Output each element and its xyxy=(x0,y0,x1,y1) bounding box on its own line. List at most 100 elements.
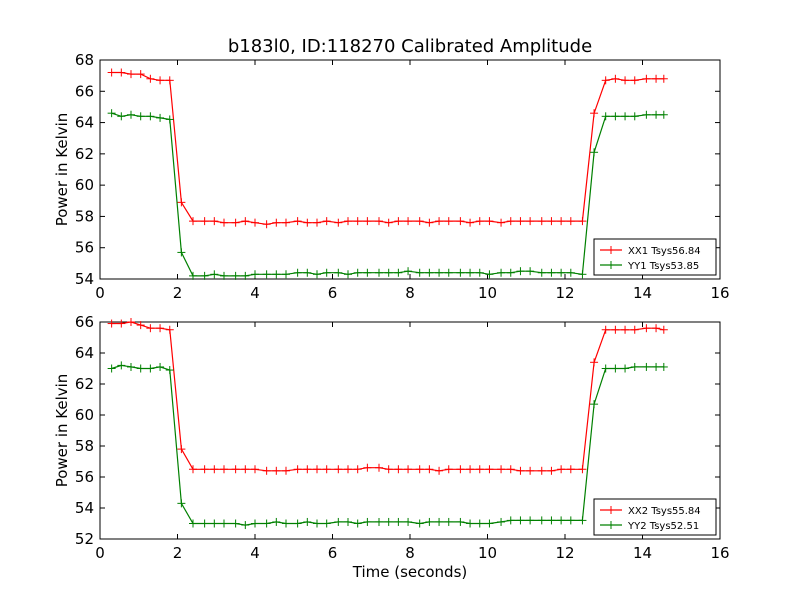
data-point xyxy=(404,267,413,276)
y-tick-label: 60 xyxy=(75,176,94,194)
data-point xyxy=(303,268,312,277)
data-point xyxy=(435,217,444,226)
data-point xyxy=(516,466,525,475)
data-point xyxy=(611,364,620,373)
data-point xyxy=(578,217,587,226)
x-tick-label: 14 xyxy=(633,544,652,562)
data-point xyxy=(231,519,240,528)
data-point xyxy=(251,519,259,528)
data-point xyxy=(231,271,240,280)
data-point xyxy=(547,516,556,525)
x-tick-label: 8 xyxy=(405,284,415,302)
data-point xyxy=(165,115,174,124)
data-point xyxy=(353,268,362,277)
data-point xyxy=(601,364,610,373)
y-tick-label: 62 xyxy=(75,145,94,163)
legend-label: YY1 Tsys53.85 xyxy=(627,261,699,272)
data-point xyxy=(127,362,135,371)
legend-entry: YY1 Tsys53.85 xyxy=(600,261,699,272)
data-point xyxy=(537,516,546,525)
x-tick-label: 2 xyxy=(173,284,183,302)
data-point xyxy=(475,519,484,528)
data-point xyxy=(334,268,343,277)
data-point xyxy=(293,519,302,528)
data-point xyxy=(456,517,465,526)
data-point xyxy=(146,112,155,121)
data-point xyxy=(282,270,290,279)
data-point xyxy=(425,517,434,526)
data-point xyxy=(466,268,475,277)
data-point xyxy=(547,268,556,277)
data-point xyxy=(526,267,535,276)
data-point xyxy=(344,517,352,526)
data-point xyxy=(497,465,506,474)
data-point xyxy=(165,76,174,85)
data-point xyxy=(200,271,209,280)
x-tick-label: 0 xyxy=(95,284,105,302)
data-point xyxy=(425,268,434,277)
data-point xyxy=(652,324,661,333)
data-point xyxy=(566,217,575,226)
legend-entry: XX2 Tsys55.84 xyxy=(600,506,701,517)
data-point xyxy=(466,218,475,227)
data-point xyxy=(611,325,620,334)
data-point xyxy=(506,516,515,525)
data-point xyxy=(156,113,165,122)
y-tick-label: 52 xyxy=(75,530,94,548)
data-point xyxy=(415,465,424,474)
data-point xyxy=(241,521,250,530)
data-point xyxy=(353,217,362,226)
data-point xyxy=(506,465,515,474)
data-point xyxy=(547,466,556,475)
data-point xyxy=(272,517,281,526)
data-point xyxy=(456,217,465,226)
data-point xyxy=(485,465,494,474)
data-point xyxy=(497,218,506,227)
data-point xyxy=(659,362,668,371)
data-point xyxy=(444,517,453,526)
data-point xyxy=(537,268,546,277)
data-point xyxy=(322,217,331,226)
data-point xyxy=(415,519,424,528)
data-point xyxy=(590,148,599,157)
data-point xyxy=(537,217,546,226)
data-point xyxy=(659,110,668,119)
x-tick-label: 0 xyxy=(95,544,105,562)
legend-box xyxy=(593,498,717,536)
y-tick-label: 62 xyxy=(75,375,94,393)
legend-label: YY2 Tsys52.51 xyxy=(627,521,699,532)
x-tick-label: 2 xyxy=(173,544,183,562)
y-tick-label: 68 xyxy=(75,51,94,69)
data-point xyxy=(189,465,197,474)
data-point xyxy=(177,499,186,508)
data-point xyxy=(456,465,465,474)
data-point xyxy=(210,519,219,528)
y-axis-label: Power in Kelvin xyxy=(53,113,71,227)
data-point xyxy=(200,519,209,528)
data-point xyxy=(231,465,240,474)
data-point xyxy=(107,109,116,118)
bottom-panel: 0 2 4 6 8 10 12 14 16 52 54 56 58 60 62 64 66 Power in Ke… xyxy=(53,313,730,581)
data-point xyxy=(241,217,250,226)
data-point xyxy=(404,517,413,526)
data-point xyxy=(156,76,165,85)
data-point xyxy=(384,218,393,227)
data-point xyxy=(485,270,494,279)
data-point xyxy=(334,517,343,526)
data-point xyxy=(136,112,145,121)
data-point xyxy=(375,517,383,526)
legend-entry: XX1 Tsys56.84 xyxy=(600,246,701,257)
y-axis-label: Power in Kelvin xyxy=(53,374,71,488)
data-point xyxy=(334,465,343,474)
data-point xyxy=(601,325,610,334)
data-point xyxy=(303,218,312,227)
data-point xyxy=(251,465,259,474)
data-point xyxy=(189,217,197,226)
data-point xyxy=(136,70,145,79)
data-point xyxy=(344,217,352,226)
data-point xyxy=(293,268,302,277)
data-point xyxy=(578,270,587,279)
data-point xyxy=(601,112,610,121)
